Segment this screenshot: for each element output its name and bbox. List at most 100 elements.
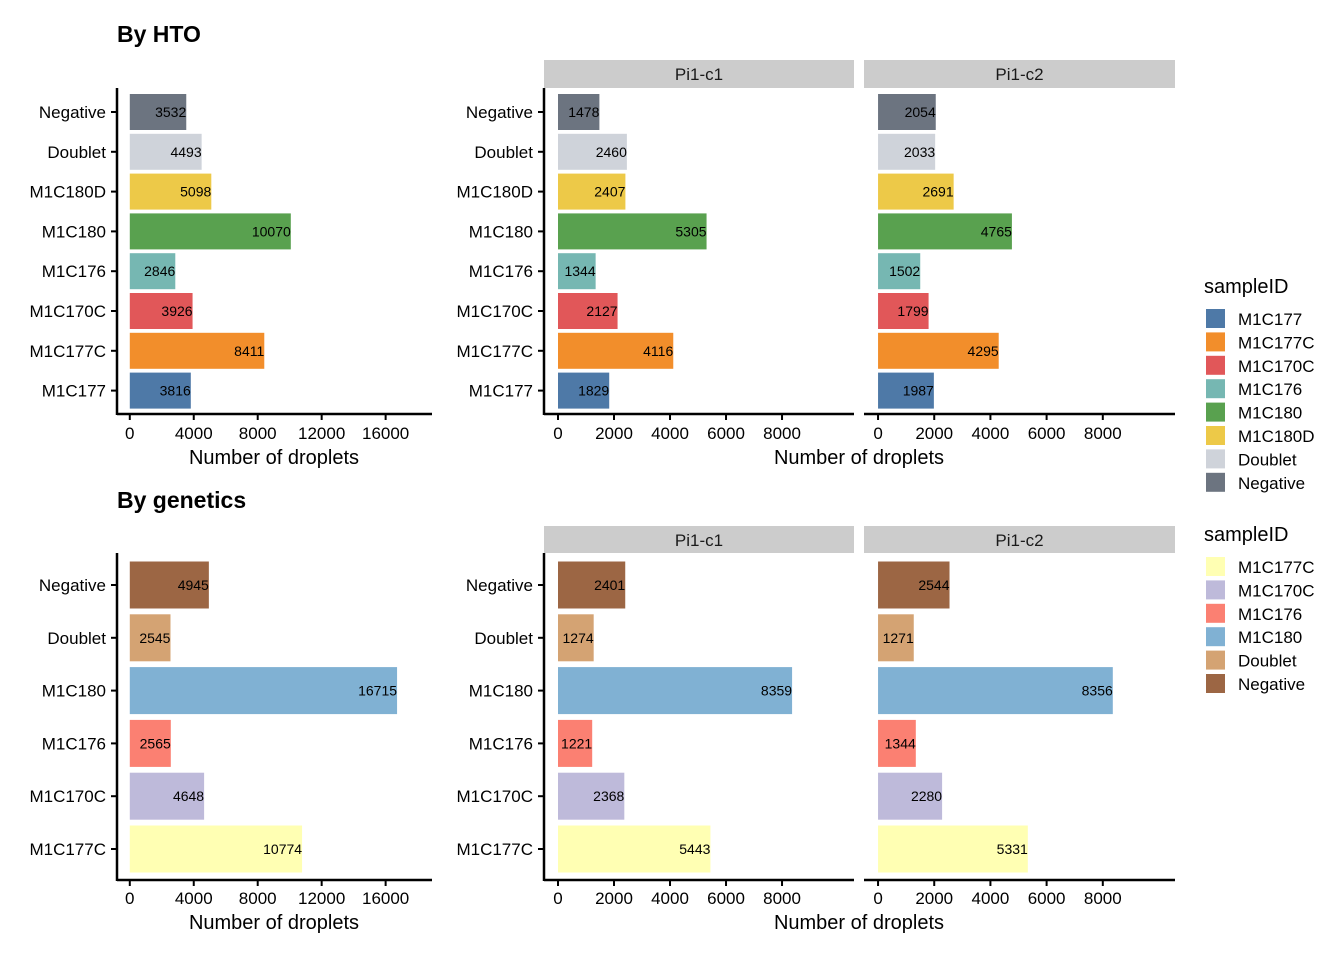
bar-M1C180D xyxy=(129,173,212,210)
bar-Negative xyxy=(129,561,209,609)
chart-title: By genetics xyxy=(117,487,246,513)
bar-value-label: 2368 xyxy=(593,788,624,804)
y-tick-label: M1C177C xyxy=(456,840,533,859)
legend-label: Doublet xyxy=(1238,450,1297,469)
legend-label: M1C180 xyxy=(1238,628,1302,647)
x-tick-label: 6000 xyxy=(1028,424,1066,443)
legend-swatch-M1C170C xyxy=(1206,580,1225,600)
bar-M1C177C xyxy=(558,825,711,873)
bar-Negative xyxy=(558,561,626,609)
legend-swatch-Negative xyxy=(1206,472,1225,492)
y-tick-label: M1C177C xyxy=(456,342,533,361)
legend-label: Negative xyxy=(1238,675,1305,694)
x-tick-label: 8000 xyxy=(1084,889,1122,908)
y-tick-label: Doublet xyxy=(47,629,106,648)
bar-value-label: 10070 xyxy=(252,223,291,239)
y-tick-label: M1C177C xyxy=(29,342,106,361)
x-tick-label: 6000 xyxy=(707,424,745,443)
x-tick-label: 8000 xyxy=(239,424,277,443)
bar-value-label: 10774 xyxy=(263,841,302,857)
bar-M1C176 xyxy=(878,253,921,290)
bar-Negative xyxy=(878,94,936,130)
legend-label: M1C177C xyxy=(1238,558,1315,577)
x-tick-label: 6000 xyxy=(707,889,745,908)
bar-value-label: 4648 xyxy=(173,788,204,804)
bar-M1C180 xyxy=(129,213,291,250)
x-tick-label: 8000 xyxy=(1084,424,1122,443)
legend-title: sampleID xyxy=(1204,524,1288,546)
bar-value-label: 5331 xyxy=(997,841,1028,857)
bar-value-label: 4765 xyxy=(981,223,1012,239)
bar-Negative xyxy=(558,94,600,130)
y-tick-label: M1C180 xyxy=(42,682,106,701)
bar-M1C170C xyxy=(878,772,943,820)
x-tick-label: 2000 xyxy=(595,424,633,443)
chart-row-1: By genetics 4945 Negative 2545 Doublet 16715 M… xyxy=(29,487,1314,934)
bar-M1C177C xyxy=(878,332,999,369)
y-tick-label: M1C170C xyxy=(456,302,533,321)
bar-Doublet xyxy=(878,133,936,170)
x-tick-label: 8000 xyxy=(763,889,801,908)
legend-title: sampleID xyxy=(1204,276,1288,298)
bar-M1C170C xyxy=(129,772,205,820)
y-tick-label: Doublet xyxy=(474,143,533,162)
y-tick-label: M1C170C xyxy=(29,787,106,806)
legend-swatch-M1C170C xyxy=(1206,355,1225,375)
x-axis-title: Number of droplets xyxy=(774,447,944,469)
bar-M1C177C xyxy=(558,332,674,369)
y-tick-label: M1C170C xyxy=(456,787,533,806)
bar-M1C170C xyxy=(878,293,929,329)
x-tick-label: 4000 xyxy=(175,889,213,908)
facet-label: Pi1-c1 xyxy=(675,531,723,550)
bar-value-label: 8411 xyxy=(234,343,264,359)
y-tick-label: M1C176 xyxy=(469,262,533,281)
y-tick-label: Doublet xyxy=(474,629,533,648)
facet-strip xyxy=(544,60,854,88)
bar-value-label: 2401 xyxy=(594,577,625,593)
legend-swatch-M1C180 xyxy=(1206,402,1225,422)
bar-value-label: 3926 xyxy=(161,303,192,319)
panel-Pi1-c1: Pi1-c1 2401 Negative 1274 Doublet 8359 M1C180 1… xyxy=(456,526,854,908)
y-tick-label: Negative xyxy=(466,103,533,122)
legend-swatch-M1C176 xyxy=(1206,379,1225,399)
bar-value-label: 2545 xyxy=(139,630,170,646)
facet-label: Pi1-c2 xyxy=(995,65,1043,84)
bar-value-label: 2033 xyxy=(904,144,935,160)
y-tick-label: M1C177 xyxy=(42,382,106,401)
facet-label: Pi1-c1 xyxy=(675,65,723,84)
legend-label: M1C176 xyxy=(1238,605,1302,624)
bar-value-label: 2054 xyxy=(905,104,936,120)
bar-M1C170C xyxy=(558,772,625,820)
y-tick-label: M1C180D xyxy=(29,183,106,202)
bar-M1C177 xyxy=(129,372,191,409)
bar-M1C177 xyxy=(878,372,934,409)
legend-label: M1C180 xyxy=(1238,404,1302,423)
bar-M1C180 xyxy=(878,213,1012,250)
bar-value-label: 2691 xyxy=(922,184,953,200)
y-tick-label: M1C176 xyxy=(42,734,106,753)
y-tick-label: M1C176 xyxy=(42,262,106,281)
x-axis-title: Number of droplets xyxy=(189,912,359,934)
bar-value-label: 4493 xyxy=(170,144,201,160)
legend-swatch-M1C180 xyxy=(1206,627,1225,647)
x-tick-label: 4000 xyxy=(175,424,213,443)
panel-all: 4945 Negative 2545 Doublet 16715 M1C180 2565 M1… xyxy=(29,553,432,908)
bar-value-label: 8359 xyxy=(761,683,792,699)
bar-value-label: 2565 xyxy=(140,735,171,751)
bar-value-label: 2846 xyxy=(144,263,175,279)
bar-M1C176 xyxy=(129,719,171,767)
panel-all: 3532 Negative 4493 Doublet 5098 M1C180D 10070 M… xyxy=(29,88,432,443)
legend-swatch-M1C177 xyxy=(1206,309,1225,328)
x-tick-label: 16000 xyxy=(362,424,409,443)
bar-value-label: 1829 xyxy=(578,383,609,399)
x-tick-label: 0 xyxy=(553,424,562,443)
x-tick-label: 4000 xyxy=(972,424,1010,443)
y-tick-label: M1C180 xyxy=(469,222,533,241)
x-tick-label: 16000 xyxy=(362,889,409,908)
legend-swatch-M1C177C xyxy=(1206,557,1225,576)
bar-value-label: 1221 xyxy=(561,735,592,751)
y-tick-label: Negative xyxy=(39,576,106,595)
bar-value-label: 5098 xyxy=(180,184,211,200)
bar-value-label: 1344 xyxy=(564,263,595,279)
